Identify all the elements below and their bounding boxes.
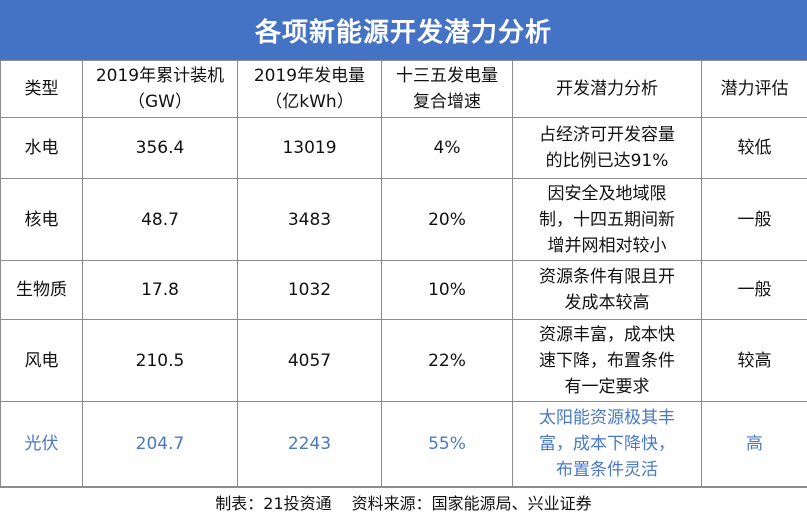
cell-analysis: 资源条件有限且开发成本较高 <box>513 261 702 320</box>
cell-growth: 55% <box>382 402 513 487</box>
cell-type: 水电 <box>1 118 83 179</box>
header-row: 类型 2019年累计装机（GW） 2019年发电量（亿kWh） 十三五发电量复合… <box>1 61 807 118</box>
cell-potential: 较低 <box>702 118 807 179</box>
table-row-biomass: 生物质 17.8 1032 10% 资源条件有限且开发成本较高 一般 <box>1 261 807 320</box>
cell-potential: 较高 <box>702 320 807 402</box>
cell-growth: 20% <box>382 179 513 261</box>
cell-capacity: 204.7 <box>83 402 238 487</box>
cell-capacity: 356.4 <box>83 118 238 179</box>
cell-growth: 10% <box>382 261 513 320</box>
cell-type: 核电 <box>1 179 83 261</box>
cell-growth: 4% <box>382 118 513 179</box>
table-row-solar: 光伏 204.7 2243 55% 太阳能资源极其丰富，成本下降快，布置条件灵活… <box>1 402 807 487</box>
cell-capacity: 17.8 <box>83 261 238 320</box>
cell-generation: 2243 <box>238 402 382 487</box>
cell-generation: 1032 <box>238 261 382 320</box>
cell-generation: 4057 <box>238 320 382 402</box>
header-capacity: 2019年累计装机（GW） <box>83 61 238 118</box>
header-growth: 十三五发电量复合增速 <box>382 61 513 118</box>
header-type: 类型 <box>1 61 83 118</box>
cell-potential: 一般 <box>702 261 807 320</box>
table-title: 各项新能源开发潜力分析 <box>0 0 807 60</box>
cell-capacity: 48.7 <box>83 179 238 261</box>
cell-type: 生物质 <box>1 261 83 320</box>
footer-source: 资料来源：国家能源局、兴业证券 <box>352 490 592 514</box>
cell-type: 风电 <box>1 320 83 402</box>
header-analysis: 开发潜力分析 <box>513 61 702 118</box>
cell-potential: 高 <box>702 402 807 487</box>
table-row-wind: 风电 210.5 4057 22% 资源丰富，成本快速下降，布置条件有一定要求 … <box>1 320 807 402</box>
cell-potential: 一般 <box>702 179 807 261</box>
cell-generation: 13019 <box>238 118 382 179</box>
table-row-nuclear: 核电 48.7 3483 20% 因安全及地域限制，十四五期间新增并网相对较小 … <box>1 179 807 261</box>
cell-growth: 22% <box>382 320 513 402</box>
cell-type: 光伏 <box>1 402 83 487</box>
footer-maker: 制表：21投资通 <box>215 490 331 514</box>
header-generation: 2019年发电量（亿kWh） <box>238 61 382 118</box>
cell-generation: 3483 <box>238 179 382 261</box>
cell-analysis: 占经济可开发容量的比例已达91% <box>513 118 702 179</box>
header-potential: 潜力评估 <box>702 61 807 118</box>
energy-potential-table: 类型 2019年累计装机（GW） 2019年发电量（亿kWh） 十三五发电量复合… <box>0 60 807 487</box>
cell-capacity: 210.5 <box>83 320 238 402</box>
table-row-hydro: 水电 356.4 13019 4% 占经济可开发容量的比例已达91% 较低 <box>1 118 807 179</box>
cell-analysis: 太阳能资源极其丰富，成本下降快，布置条件灵活 <box>513 402 702 487</box>
cell-analysis: 因安全及地域限制，十四五期间新增并网相对较小 <box>513 179 702 261</box>
cell-analysis: 资源丰富，成本快速下降，布置条件有一定要求 <box>513 320 702 402</box>
table-footer: 制表：21投资通 资料来源：国家能源局、兴业证券 <box>0 487 807 515</box>
